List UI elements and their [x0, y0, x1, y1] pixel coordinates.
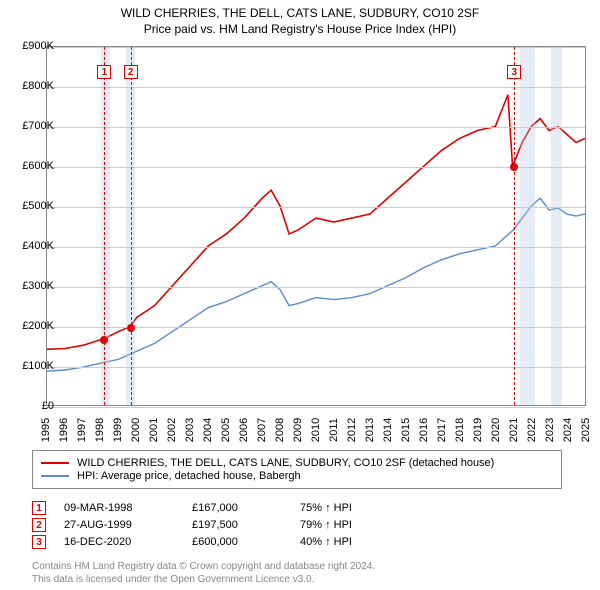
y-axis-label: £300K — [10, 280, 54, 292]
event-price: £167,000 — [192, 502, 282, 514]
gridline-h — [47, 407, 585, 408]
shaded-band — [520, 47, 534, 405]
event-marker: 3 — [32, 535, 46, 549]
y-axis-label: £0 — [10, 400, 54, 412]
shaded-band — [101, 47, 110, 405]
y-axis-label: £900K — [10, 40, 54, 52]
x-axis-label: 2024 — [562, 418, 574, 442]
event-pct: 75% ↑ HPI — [300, 502, 400, 514]
event-pct: 79% ↑ HPI — [300, 519, 400, 531]
event-dot — [127, 324, 135, 332]
legend: WILD CHERRIES, THE DELL, CATS LANE, SUDB… — [32, 450, 562, 489]
x-axis-label: 2004 — [202, 418, 214, 442]
event-dot — [100, 336, 108, 344]
event-pct: 40% ↑ HPI — [300, 536, 400, 548]
event-date: 16-DEC-2020 — [64, 536, 174, 548]
x-axis-label: 2006 — [238, 418, 250, 442]
x-axis-label: 2015 — [400, 418, 412, 442]
event-date: 27-AUG-1999 — [64, 519, 174, 531]
x-axis-label: 2001 — [148, 418, 160, 442]
events-table: 1 09-MAR-1998 £167,000 75% ↑ HPI 2 27-AU… — [32, 498, 400, 552]
x-axis-label: 2010 — [310, 418, 322, 442]
chart-plot-area: 12 3 — [46, 46, 586, 406]
x-axis-label: 2014 — [382, 418, 394, 442]
legend-label: WILD CHERRIES, THE DELL, CATS LANE, SUDB… — [77, 457, 494, 469]
x-axis-label: 2005 — [220, 418, 232, 442]
event-row: 1 09-MAR-1998 £167,000 75% ↑ HPI — [32, 501, 400, 515]
x-axis-label: 1998 — [94, 418, 106, 442]
y-axis-label: £200K — [10, 320, 54, 332]
x-axis-label: 2009 — [292, 418, 304, 442]
footer: Contains HM Land Registry data © Crown c… — [32, 560, 375, 586]
event-row: 3 16-DEC-2020 £600,000 40% ↑ HPI — [32, 535, 400, 549]
x-axis-label: 2007 — [256, 418, 268, 442]
x-axis-label: 2021 — [508, 418, 520, 442]
event-marker-box: 3 — [507, 65, 521, 79]
event-marker-box: 1 — [97, 65, 111, 79]
legend-swatch — [41, 475, 69, 477]
x-axis-label: 2016 — [418, 418, 430, 442]
event-marker-box: 2 — [124, 65, 138, 79]
y-axis-label: £700K — [10, 120, 54, 132]
event-marker: 1 — [32, 501, 46, 515]
event-price: £197,500 — [192, 519, 282, 531]
x-axis-label: 2023 — [544, 418, 556, 442]
event-date: 09-MAR-1998 — [64, 502, 174, 514]
x-axis-label: 2008 — [274, 418, 286, 442]
x-axis-label: 2013 — [364, 418, 376, 442]
x-axis-label: 2003 — [184, 418, 196, 442]
chart-subtitle: Price paid vs. HM Land Registry's House … — [10, 22, 590, 36]
x-axis-label: 2019 — [472, 418, 484, 442]
x-axis-label: 1995 — [40, 418, 52, 442]
x-axis-label: 2017 — [436, 418, 448, 442]
event-vline — [131, 47, 132, 405]
event-row: 2 27-AUG-1999 £197,500 79% ↑ HPI — [32, 518, 400, 532]
event-vline — [104, 47, 105, 405]
y-axis-label: £800K — [10, 80, 54, 92]
x-axis-label: 2022 — [526, 418, 538, 442]
legend-item: WILD CHERRIES, THE DELL, CATS LANE, SUDB… — [41, 457, 553, 469]
y-axis-label: £100K — [10, 360, 54, 372]
shaded-band — [551, 47, 562, 405]
event-vline — [514, 47, 515, 405]
y-axis-label: £400K — [10, 240, 54, 252]
x-axis-label: 2025 — [580, 418, 592, 442]
event-marker: 2 — [32, 518, 46, 532]
y-axis-label: £600K — [10, 160, 54, 172]
x-axis-label: 1997 — [76, 418, 88, 442]
event-dot — [510, 163, 518, 171]
legend-label: HPI: Average price, detached house, Babe… — [77, 470, 301, 482]
legend-item: HPI: Average price, detached house, Babe… — [41, 470, 553, 482]
x-axis-label: 1999 — [112, 418, 124, 442]
x-axis-label: 2012 — [346, 418, 358, 442]
x-axis-label: 2018 — [454, 418, 466, 442]
x-axis-label: 2002 — [166, 418, 178, 442]
x-axis-label: 1996 — [58, 418, 70, 442]
footer-line: Contains HM Land Registry data © Crown c… — [32, 560, 375, 573]
footer-line: This data is licensed under the Open Gov… — [32, 573, 375, 586]
event-price: £600,000 — [192, 536, 282, 548]
x-axis-label: 2020 — [490, 418, 502, 442]
y-axis-label: £500K — [10, 200, 54, 212]
x-axis-label: 2011 — [328, 418, 340, 442]
legend-swatch — [41, 462, 69, 464]
x-axis-label: 2000 — [130, 418, 142, 442]
chart-title: WILD CHERRIES, THE DELL, CATS LANE, SUDB… — [10, 6, 590, 20]
title-block: WILD CHERRIES, THE DELL, CATS LANE, SUDB… — [0, 0, 600, 40]
